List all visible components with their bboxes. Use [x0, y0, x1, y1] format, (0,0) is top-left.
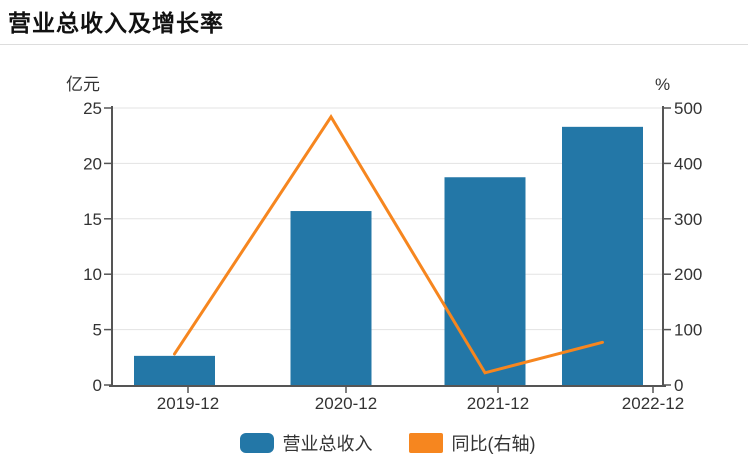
page-title: 营业总收入及增长率	[8, 10, 224, 36]
right-tick-label-400: 400	[674, 154, 702, 173]
legend-item-growth[interactable]: 同比(右轴)	[408, 430, 536, 456]
chart-legend: 营业总收入 同比(右轴)	[112, 430, 663, 456]
left-tick-label-0: 0	[93, 376, 102, 395]
right-tick-label-200: 200	[674, 265, 702, 284]
bar-2019-12	[134, 355, 215, 387]
left-tick-label-5: 5	[93, 321, 102, 340]
left-tick-label-15: 15	[83, 210, 102, 229]
left-tick-label-20: 20	[83, 154, 102, 173]
right-tick-label-0: 0	[674, 376, 683, 395]
bar-2022-12	[562, 126, 643, 387]
right-tick-label-100: 100	[674, 321, 702, 340]
x-tick-label-2021-12: 2021-12	[467, 394, 529, 413]
left-tick-label-25: 25	[83, 99, 102, 118]
right-axis-unit: %	[655, 75, 670, 94]
growth-line	[173, 114, 604, 375]
x-tick-label-2020-12: 2020-12	[315, 394, 377, 413]
left-tick-label-10: 10	[83, 265, 102, 284]
x-tick-label-2022-12: 2022-12	[622, 394, 684, 413]
bar-2021-12	[444, 177, 526, 387]
bar-series-swatch	[239, 433, 274, 453]
title-divider	[0, 44, 748, 45]
x-tick-label-2019-12: 2019-12	[157, 394, 219, 413]
left-axis-unit: 亿元	[66, 75, 100, 94]
right-tick-label-500: 500	[674, 99, 702, 118]
right-tick-label-300: 300	[674, 210, 702, 229]
line-series-swatch	[408, 433, 443, 453]
legend-item-revenue[interactable]: 营业总收入	[239, 430, 373, 456]
bar-2020-12	[290, 211, 372, 387]
legend-label-growth: 同比(右轴)	[451, 434, 536, 454]
legend-label-revenue: 营业总收入	[282, 434, 373, 454]
